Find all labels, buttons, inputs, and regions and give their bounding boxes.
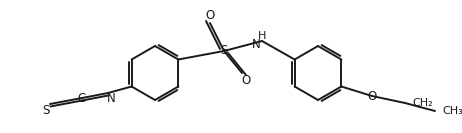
Text: O: O: [367, 90, 377, 103]
Text: CH₃: CH₃: [442, 106, 462, 116]
Text: O: O: [241, 74, 250, 86]
Text: N: N: [107, 92, 116, 105]
Text: S: S: [43, 103, 50, 117]
Text: O: O: [206, 9, 215, 22]
Text: H: H: [258, 31, 266, 41]
Text: S: S: [220, 45, 228, 57]
Text: CH₂: CH₂: [412, 98, 432, 108]
Text: C: C: [78, 92, 86, 105]
Text: N: N: [252, 38, 261, 51]
